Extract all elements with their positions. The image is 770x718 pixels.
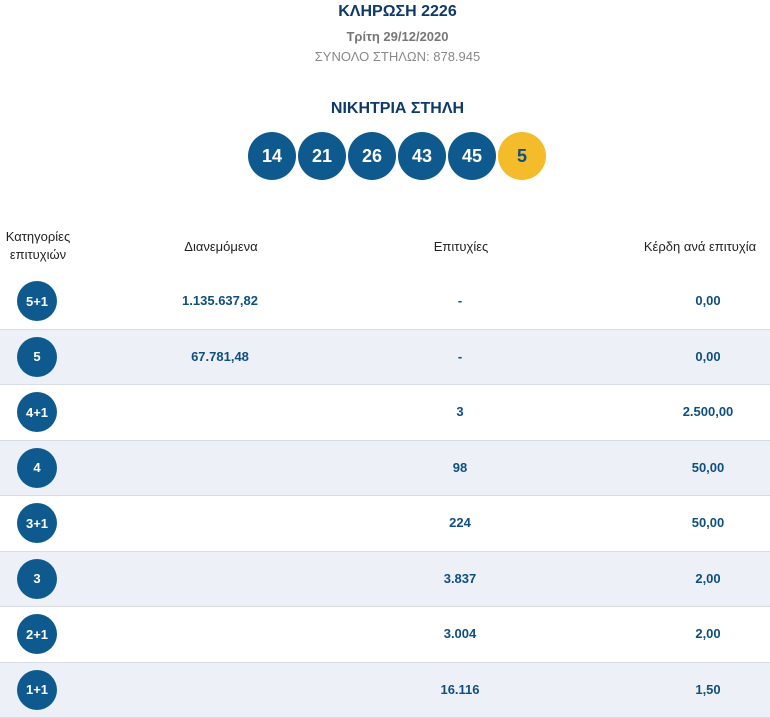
winners-count: 3.837 xyxy=(443,570,477,586)
table-row: 4+1 3 2.500,00 xyxy=(0,385,770,441)
draw-date: Τρίτη 29/12/2020 xyxy=(346,29,449,44)
prize-per-winner: 2.500,00 xyxy=(682,404,734,419)
winning-number-ball: 26 xyxy=(348,132,396,180)
column-header-winners: Επιτυχίες xyxy=(433,239,489,254)
column-header-category: Κατηγορίες επιτυχιών xyxy=(5,229,71,262)
winning-number-ball: 43 xyxy=(398,132,446,180)
category-badge: 5+1 xyxy=(17,281,57,321)
category-badge: 4+1 xyxy=(17,392,57,432)
category-badge: 3 xyxy=(17,558,57,599)
draw-title: ΚΛΗΡΩΣΗ 2226 xyxy=(338,3,457,20)
winners-count: 3 xyxy=(456,404,464,419)
category-badge: 4 xyxy=(17,447,57,488)
prize-per-winner: 1,50 xyxy=(695,681,721,697)
winning-column-title: ΝΙΚΗΤΡΙΑ ΣΤΗΛΗ xyxy=(330,100,465,117)
distributed-amount: 1.135.637,82 xyxy=(182,293,258,308)
draw-total-columns: ΣΥΝΟΛΟ ΣΤΗΛΩΝ: 878.945 xyxy=(314,49,481,64)
table-row: 3+1 224 50,00 xyxy=(0,496,770,552)
prize-per-winner: 50,00 xyxy=(691,459,725,475)
winners-count: - xyxy=(457,348,463,364)
category-badge: 2+1 xyxy=(17,614,57,654)
distributed-amount: 67.781,48 xyxy=(191,348,249,364)
table-row: 3 3.837 2,00 xyxy=(0,551,770,607)
joker-ball: 5 xyxy=(498,132,546,180)
winners-count: - xyxy=(457,293,463,308)
category-badge: 5 xyxy=(17,336,57,377)
winning-number-ball: 21 xyxy=(298,132,346,180)
table-row: 2+1 3.004 2,00 xyxy=(0,607,770,663)
winning-number-ball: 45 xyxy=(448,132,496,180)
column-header-prize: Κέρδη ανά επιτυχία xyxy=(643,239,757,254)
column-header-distributed: Διανεμόμενα xyxy=(184,239,258,254)
table-row: 5 67.781,48 - 0,00 xyxy=(0,329,770,385)
prize-table: 5+1 1.135.637,82 - 0,00 5 67.781,48 - 0,… xyxy=(0,274,770,718)
table-row: 5+1 1.135.637,82 - 0,00 xyxy=(0,274,770,330)
winning-numbers: 14 21 26 43 45 5 xyxy=(248,132,546,180)
winners-count: 98 xyxy=(452,459,468,475)
prize-per-winner: 50,00 xyxy=(691,515,725,530)
category-badge: 1+1 xyxy=(17,669,57,710)
category-badge: 3+1 xyxy=(17,503,57,543)
table-row: 4 98 50,00 xyxy=(0,440,770,496)
prize-per-winner: 2,00 xyxy=(695,570,721,586)
table-row: 1+1 16.116 1,50 xyxy=(0,662,770,718)
prize-per-winner: 0,00 xyxy=(695,348,721,364)
prize-per-winner: 0,00 xyxy=(695,293,721,308)
winners-count: 224 xyxy=(449,515,471,530)
winners-count: 3.004 xyxy=(443,626,477,641)
winning-number-ball: 14 xyxy=(248,132,296,180)
winners-count: 16.116 xyxy=(440,681,480,697)
prize-per-winner: 2,00 xyxy=(695,626,721,641)
